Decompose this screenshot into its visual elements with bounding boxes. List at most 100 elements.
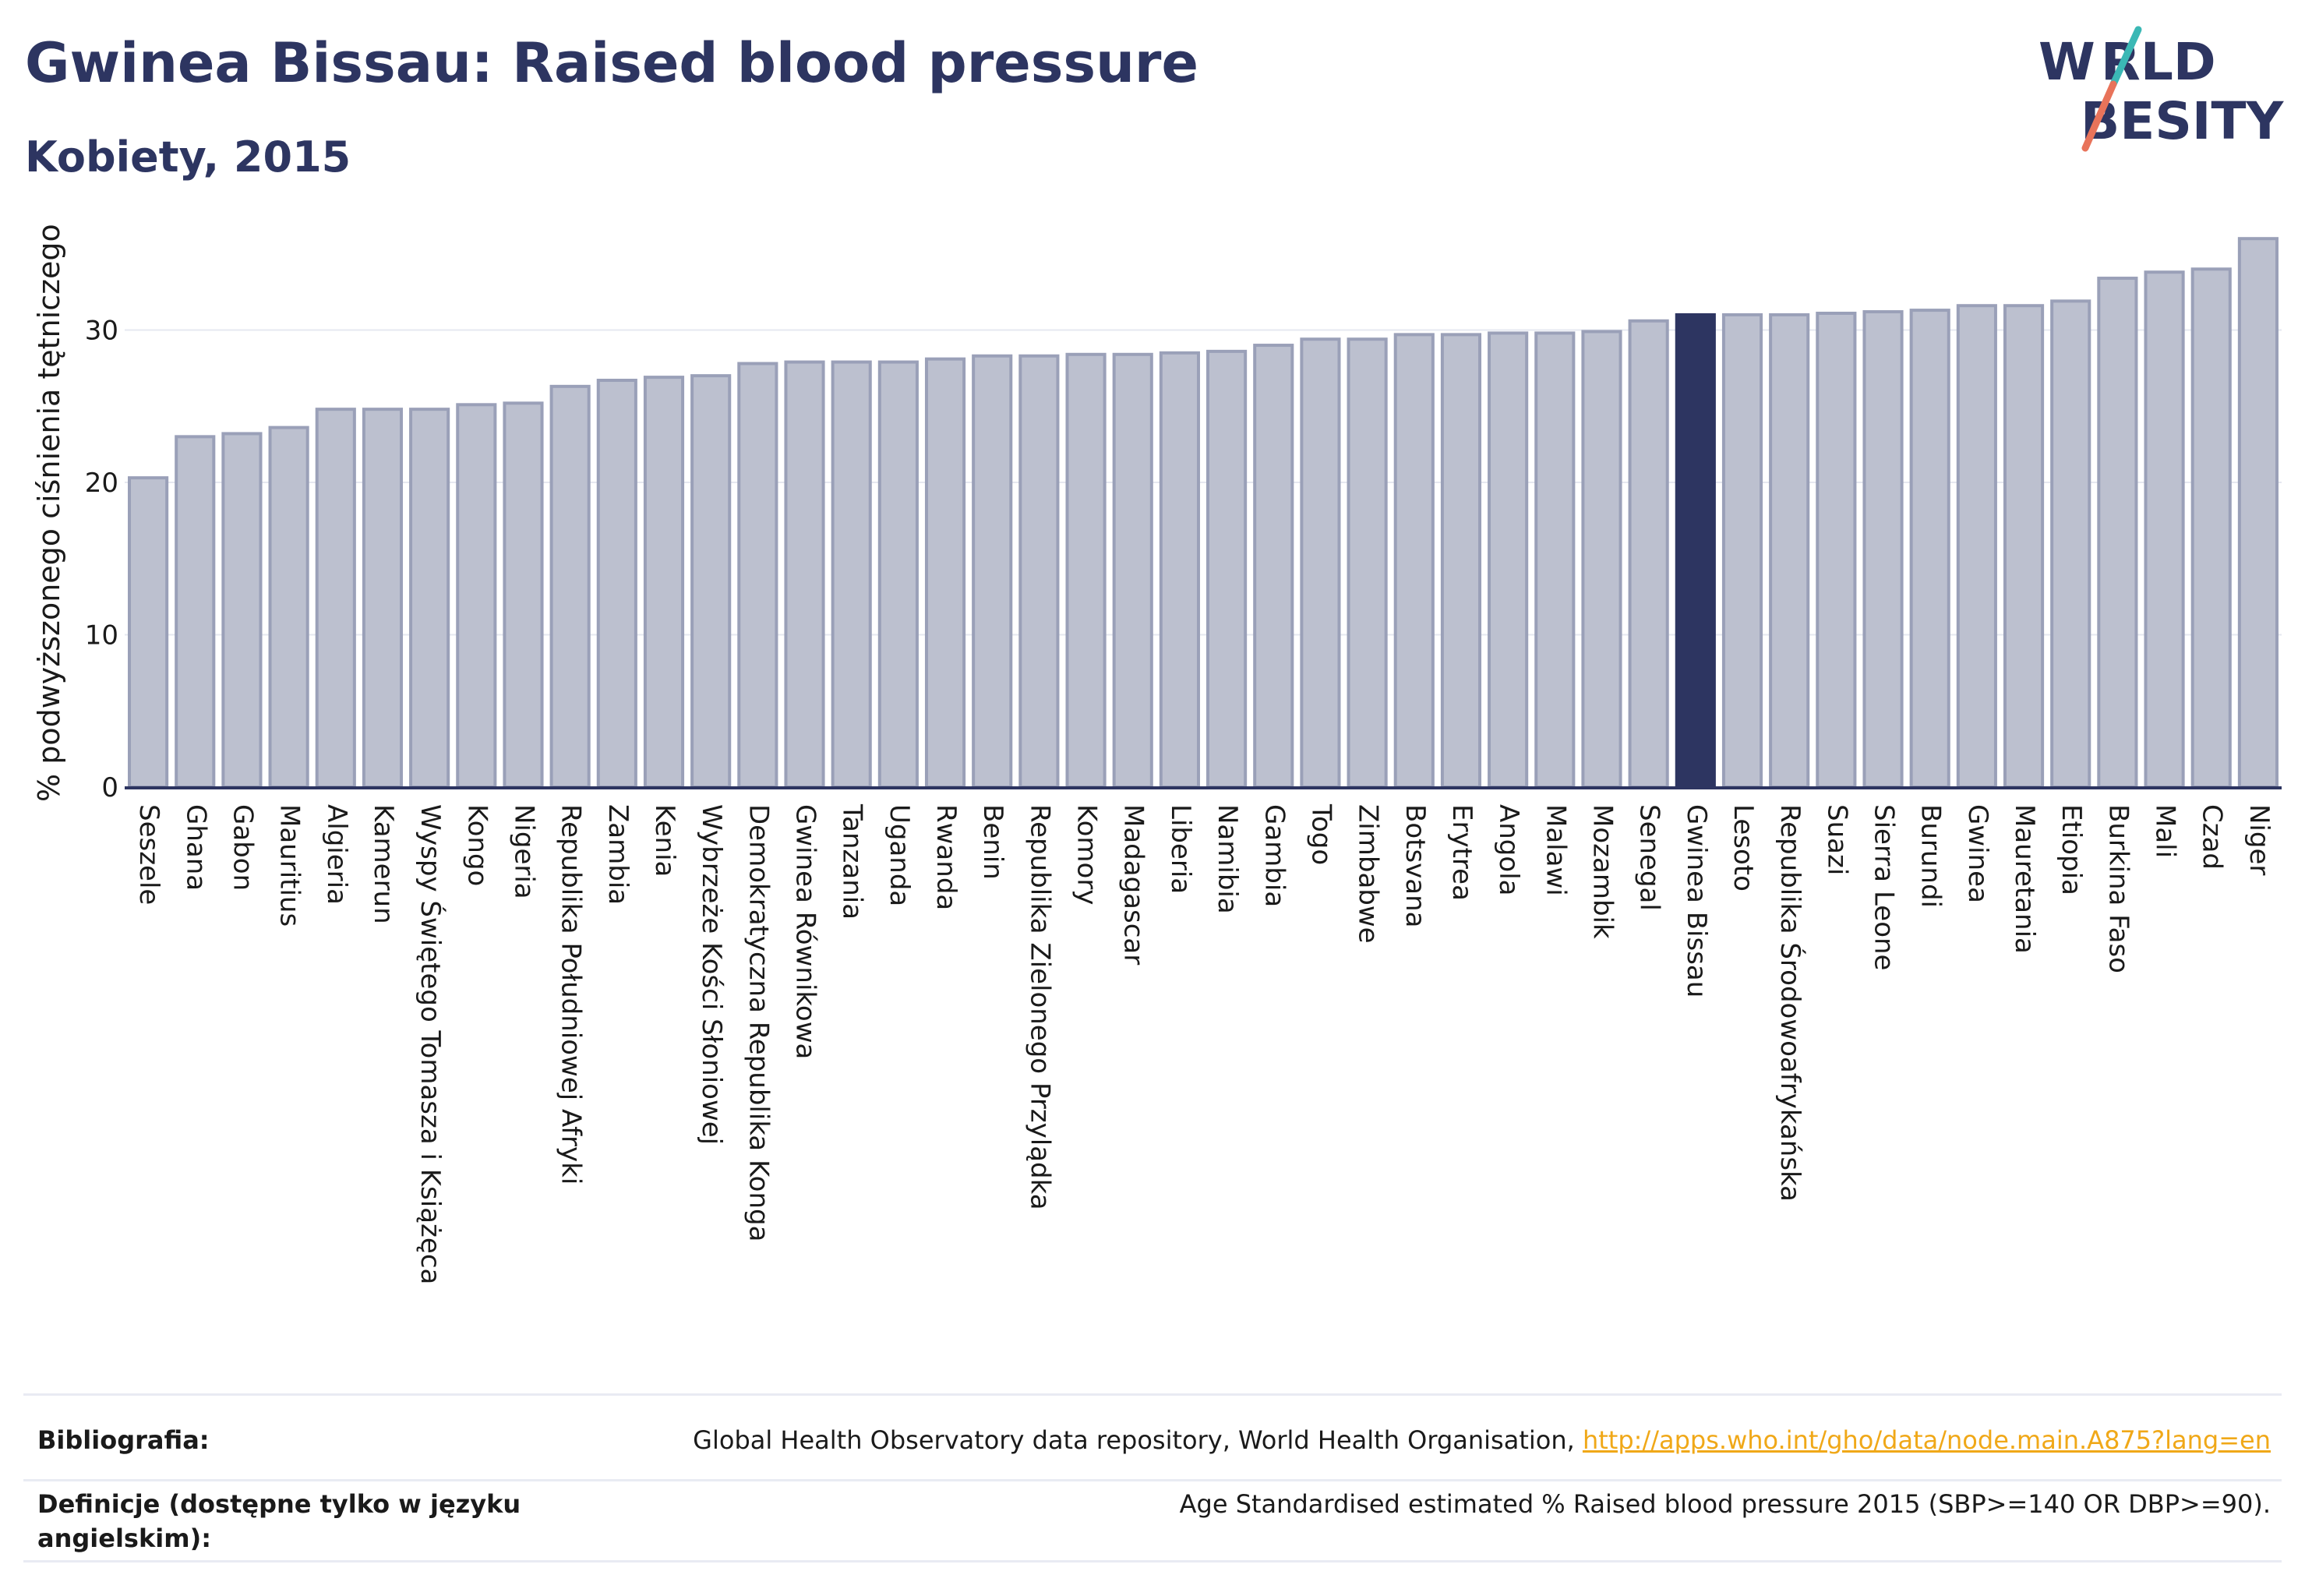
world-obesity-logo: W RLD BESITY <box>2038 26 2285 152</box>
x-tick-label: Rwanda <box>930 804 962 910</box>
bar <box>877 360 919 789</box>
y-tick-label: 20 <box>85 468 118 499</box>
x-tick-label: Suazi <box>1821 804 1852 875</box>
y-tick-label: 0 <box>101 772 118 803</box>
footer-divider <box>23 1560 2282 1562</box>
bar <box>1347 337 1388 789</box>
x-tick-label: Demokratyczna Republika Konga <box>743 804 774 1241</box>
bar <box>2097 277 2138 789</box>
x-tick-label: Senegal <box>1634 804 1665 911</box>
bar <box>2003 304 2045 789</box>
x-tick-label: Angola <box>1493 804 1524 895</box>
x-tick-label: Kamerun <box>368 804 399 924</box>
bar <box>1065 352 1107 789</box>
bar <box>456 403 497 789</box>
x-tick-label: Republika Południowej Afryki <box>556 804 587 1185</box>
bar <box>175 435 216 789</box>
bar <box>1909 309 1950 789</box>
bar <box>2237 237 2279 789</box>
bibliography-label: Bibliografia: <box>37 1425 210 1455</box>
bar <box>503 401 544 789</box>
x-tick-label: Gwinea <box>1962 804 1993 903</box>
x-tick-label: Wyspy Świętego Tomasza i Książęca <box>415 804 447 1284</box>
x-tick-label: Nigeria <box>508 804 539 899</box>
x-tick-label: Togo <box>1305 803 1336 865</box>
bar <box>409 408 450 789</box>
x-tick-label: Mozambik <box>1587 804 1618 939</box>
bar <box>596 379 637 789</box>
bar <box>268 425 309 789</box>
bar <box>1206 349 1248 789</box>
x-tick-label: Madagascar <box>1118 804 1149 965</box>
page-subtitle: Kobiety, 2015 <box>25 132 351 182</box>
bar <box>2050 299 2091 789</box>
bar <box>549 384 591 789</box>
x-tick-label: Republika Środowoafrykańska <box>1774 804 1806 1202</box>
bar-highlight <box>1675 312 1716 789</box>
x-tick-label: Malawi <box>1540 804 1571 896</box>
x-tick-label: Kongo <box>461 804 492 886</box>
bar <box>1300 337 1341 789</box>
bar <box>972 354 1013 789</box>
x-tick-label: Republika Zielonego Przylądka <box>1024 804 1055 1210</box>
footer-divider <box>23 1393 2282 1396</box>
bar <box>924 357 966 789</box>
bar <box>128 476 169 789</box>
x-tick-label: Etiopia <box>2056 804 2087 895</box>
x-tick-label: Lesoto <box>1728 804 1759 892</box>
x-tick-label: Kenia <box>649 804 680 877</box>
bar <box>2144 270 2185 789</box>
bar <box>221 432 263 789</box>
x-tick-label: Uganda <box>884 804 915 906</box>
x-tick-label: Benin <box>977 804 1008 880</box>
x-tick-label: Gwinea Równikowa <box>790 804 821 1059</box>
bar <box>1956 304 1997 789</box>
x-tick-label: Namibia <box>1212 804 1243 914</box>
definitions-label-line-2: angielskim): <box>37 1524 211 1553</box>
x-tick-label: Gwinea Bissau <box>1681 804 1712 998</box>
bar <box>315 408 356 789</box>
bar <box>362 408 404 789</box>
bar <box>1534 331 1576 789</box>
svg-text:BESITY: BESITY <box>2081 91 2285 151</box>
bar <box>831 360 872 789</box>
bar <box>784 360 825 789</box>
x-tick-label: Gabon <box>227 804 258 891</box>
bar <box>1816 311 1857 789</box>
y-tick-label: 10 <box>85 620 118 651</box>
x-tick-label: Burundi <box>1915 804 1947 908</box>
bar-chart: 0 10 20 30 % podwyższonego ciśnienia tętnicz… <box>32 224 2282 1284</box>
y-axis-title: % podwyższonego ciśnienia tętniczego <box>32 224 66 802</box>
bar <box>1018 354 1060 789</box>
x-tick-label: Czad <box>2197 804 2228 870</box>
x-tick-label: Mauritius <box>274 804 305 927</box>
x-tick-label: Niger <box>2243 804 2275 875</box>
x-tick-label: Sierra Leone <box>1869 804 1900 970</box>
bar <box>1628 319 1669 789</box>
bibliography-text: Global Health Observatory data repositor… <box>693 1425 1583 1455</box>
bar <box>2190 267 2232 789</box>
bibliography-link[interactable]: http://apps.who.int/gho/data/node.main.A… <box>1582 1425 2271 1455</box>
x-tick-label: Mauretania <box>2009 804 2040 954</box>
bar <box>1159 351 1200 789</box>
x-tick-label: Tanzania <box>837 803 868 920</box>
bar <box>690 374 732 789</box>
x-tick-label: Ghana <box>180 804 211 891</box>
page-title: Gwinea Bissau: Raised blood pressure <box>25 31 1198 95</box>
svg-text:W: W <box>2038 32 2095 92</box>
y-tick-label: 30 <box>85 316 118 347</box>
x-tick-label: Burkina Faso <box>2102 804 2134 973</box>
bar <box>1721 312 1763 789</box>
x-tick-label: Erytrea <box>1446 804 1477 901</box>
bar <box>1440 333 1482 789</box>
x-tick-label: Seszele <box>133 804 164 905</box>
x-tick-label: Gambia <box>1258 804 1290 907</box>
x-tick-label: Komory <box>1071 804 1103 905</box>
definitions-text: Age Standardised estimated % Raised bloo… <box>1179 1489 2271 1519</box>
x-tick-label: Wybrzeże Kości Słoniowej <box>696 804 727 1145</box>
footer-divider <box>23 1479 2282 1481</box>
x-tick-label: Liberia <box>1165 804 1196 894</box>
x-tick-label: Zambia <box>602 804 634 905</box>
x-tick-label: Mali <box>2150 804 2181 858</box>
bar <box>1393 333 1435 789</box>
